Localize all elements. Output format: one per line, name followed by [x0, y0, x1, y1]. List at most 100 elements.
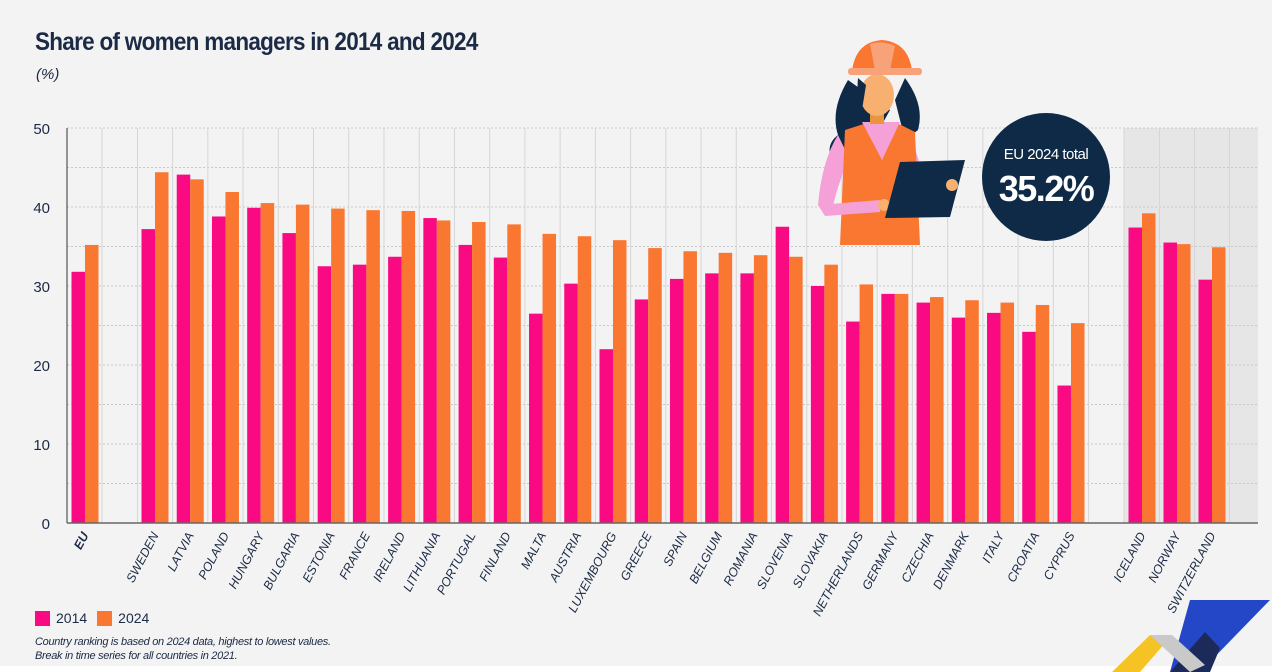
- chart-title: Share of women managers in 2014 and 2024: [35, 28, 478, 56]
- x-tick-label: GERMANY: [859, 528, 902, 592]
- x-tick-label: CZECHIA: [899, 530, 937, 585]
- y-tick-label: 0: [42, 516, 50, 533]
- x-tick-label: SLOVENIA: [754, 530, 796, 592]
- legend-label-2024: 2024: [118, 610, 150, 626]
- x-tick-label: POLAND: [196, 530, 232, 582]
- bar-2024-malta: [542, 233, 557, 524]
- x-tick-label: ROMANIA: [721, 530, 761, 588]
- x-tick-label: DENMARK: [930, 529, 972, 591]
- legend: 2014 2024: [35, 610, 159, 626]
- bar-2024-norway: [1177, 244, 1191, 523]
- bar-2014-hungary: [247, 207, 261, 524]
- bar-2024-slovakia: [824, 264, 838, 523]
- bar-2014-luxembourg: [599, 349, 613, 523]
- bar-2024-estonia: [331, 208, 345, 523]
- y-tick-label: 30: [33, 279, 50, 296]
- bar-2014-austria: [564, 283, 578, 523]
- x-tick-label: AUSTRIA: [546, 530, 584, 585]
- bar-2024-iceland: [1142, 213, 1156, 523]
- x-tick-label: BULGARIA: [261, 530, 303, 592]
- bar-2024-italy: [1000, 302, 1015, 523]
- bar-2024-finland: [507, 224, 521, 523]
- bar-2024-denmark: [965, 300, 979, 523]
- bar-2024-spain: [683, 251, 697, 524]
- y-tick-label: 20: [33, 358, 50, 375]
- x-tick-label: NORWAY: [1146, 528, 1185, 584]
- bar-2014-latvia: [176, 174, 191, 524]
- x-tick-label: ITALY: [979, 528, 1007, 565]
- badge-label: EU 2024 total: [1003, 146, 1089, 163]
- x-tick-label: IRELAND: [370, 530, 408, 584]
- bar-2014-france: [352, 264, 367, 523]
- bar-2014-sweden: [141, 229, 155, 523]
- bar-2024-hungary: [260, 203, 275, 524]
- bar-2024-netherlands: [859, 284, 874, 523]
- unit-label: (%): [36, 66, 60, 83]
- x-tick-label: SPAIN: [661, 529, 691, 569]
- y-tick-label: 50: [33, 121, 50, 138]
- bar-2024-czechia: [930, 297, 944, 523]
- x-tick-label: ESTONIA: [300, 530, 338, 585]
- bar-2024-belgium: [718, 252, 733, 523]
- bar-2024-bulgaria: [295, 204, 310, 523]
- bar-2014-malta: [529, 313, 543, 523]
- x-tick-label: SWEDEN: [124, 529, 163, 585]
- bar-2014-romania: [740, 273, 754, 523]
- badge-value: 35.2%: [998, 168, 1095, 209]
- eurostat-logo-icon: [1112, 600, 1270, 672]
- bar-2014-germany: [881, 293, 895, 523]
- bar-2024-eu: [85, 244, 99, 524]
- bar-2014-poland: [211, 216, 226, 524]
- x-tick-label: EU: [71, 529, 92, 552]
- bar-2014-bulgaria: [282, 233, 296, 523]
- bar-2014-portugal: [458, 244, 473, 524]
- bar-2024-cyprus: [1070, 323, 1085, 523]
- bar-2014-eu: [71, 271, 85, 523]
- bar-2014-lithuania: [423, 218, 437, 523]
- bar-2014-slovenia: [775, 226, 790, 523]
- bar-2014-italy: [987, 312, 1001, 523]
- bar-2014-netherlands: [846, 321, 860, 523]
- bar-2014-belgium: [705, 273, 719, 523]
- bar-2024-latvia: [190, 179, 204, 523]
- x-tick-label: CROATIA: [1004, 530, 1042, 585]
- bar-2024-portugal: [472, 222, 486, 523]
- eu-total-badge: [982, 113, 1110, 241]
- bar-2014-spain: [669, 278, 684, 523]
- bar-2014-norway: [1163, 242, 1177, 524]
- x-tick-label: CYPRUS: [1041, 529, 1078, 582]
- bar-2014-ireland: [388, 256, 402, 523]
- x-tick-label: BELGIUM: [687, 529, 726, 586]
- y-tick-label: 10: [33, 437, 50, 454]
- bar-2024-france: [366, 210, 380, 523]
- footnote-ranking: Country ranking is based on 2024 data, h…: [35, 636, 331, 648]
- bar-2024-lithuania: [436, 220, 451, 523]
- bar-2014-croatia: [1022, 331, 1036, 523]
- bar-2014-finland: [493, 257, 508, 523]
- bar-2014-switzerland: [1198, 279, 1212, 523]
- x-tick-label: SLOVAKIA: [790, 530, 831, 591]
- y-tick-label: 40: [33, 200, 50, 217]
- bar-2024-romania: [753, 255, 768, 523]
- bar-2014-estonia: [317, 266, 332, 523]
- x-tick-label: FRANCE: [337, 529, 374, 582]
- x-tick-label: FINLAND: [476, 530, 513, 584]
- woman-manager-illustration-icon: [818, 40, 965, 245]
- x-tick-label: ICELAND: [1111, 530, 1149, 584]
- bar-2014-greece: [634, 299, 649, 523]
- legend-swatch-2014: [35, 610, 50, 626]
- bar-2014-czechia: [916, 302, 931, 523]
- bar-2014-slovakia: [810, 286, 825, 523]
- bar-2024-poland: [225, 191, 239, 524]
- bar-2024-croatia: [1035, 304, 1050, 523]
- x-tick-label: LATVIA: [165, 530, 197, 574]
- x-tick-label: GREECE: [618, 529, 655, 583]
- bar-2024-austria: [577, 236, 592, 524]
- bar-2024-switzerland: [1212, 247, 1226, 524]
- legend-label-2014: 2014: [56, 610, 88, 626]
- bar-2014-denmark: [951, 317, 966, 523]
- bar-2024-greece: [648, 248, 662, 523]
- bar-2024-luxembourg: [612, 240, 627, 523]
- bar-2014-iceland: [1128, 227, 1142, 524]
